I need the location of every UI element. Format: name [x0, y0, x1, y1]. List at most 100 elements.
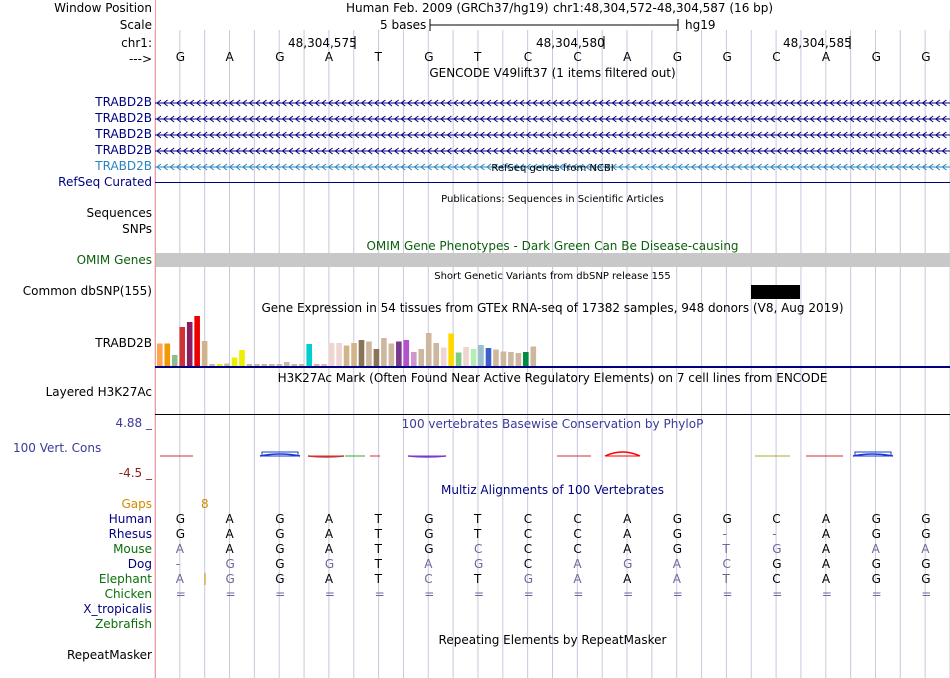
gtex-bar	[171, 355, 178, 366]
refseq-curated-label[interactable]: RefSeq Curated	[58, 175, 152, 189]
alignment-base: =	[573, 587, 584, 601]
alignment-base: G	[275, 527, 285, 541]
alignment-base: G	[921, 527, 931, 541]
alignment-base: C	[523, 527, 533, 541]
gtex-bar	[283, 362, 290, 366]
alignment-base: A	[821, 572, 831, 586]
alignment-base: G	[324, 557, 335, 571]
publications-label[interactable]: Sequences	[86, 206, 152, 220]
alignment-base: A	[623, 512, 632, 526]
gtex-bar	[321, 364, 327, 366]
gtex-bar	[216, 364, 223, 366]
alignment-base: G	[921, 572, 931, 586]
alignment-base: A	[225, 542, 234, 556]
repeatmasker-label[interactable]: RepeatMasker	[66, 648, 152, 662]
gencode-track-label-4[interactable]: TRABD2B	[95, 143, 152, 157]
alignment-base: G	[722, 512, 732, 526]
strand-arrows	[156, 131, 947, 139]
window-position-label: Window Position	[54, 1, 152, 15]
base-letter: G	[722, 50, 732, 64]
alignment-base: A	[623, 572, 632, 586]
omim-bar	[156, 253, 950, 267]
alignment-base: A	[324, 572, 334, 586]
alignment-base: A	[821, 557, 831, 571]
omim-genes-label[interactable]: OMIM Genes	[76, 253, 152, 267]
alignment-base: =	[523, 587, 534, 601]
gtex-bar	[291, 364, 298, 366]
phylop-min-value: -4.5 _	[118, 466, 152, 480]
base-letter: C	[772, 50, 781, 64]
snps-label[interactable]: SNPs	[122, 222, 152, 236]
base-letter: G	[175, 50, 186, 64]
gtex-bar	[470, 349, 477, 366]
alignment-base: C	[523, 557, 533, 571]
multiz-track-title: Multiz Alignments of 100 Vertebrates	[440, 483, 665, 497]
gtex-bar	[493, 349, 499, 366]
omim-track-title: OMIM Gene Phenotypes - Dark Green Can Be…	[366, 239, 739, 253]
alignment-base: G	[772, 542, 782, 556]
gtex-bar	[500, 351, 507, 366]
alignment-base: T	[722, 572, 730, 586]
base-letter: A	[225, 50, 234, 64]
phylop-track-label[interactable]: 100 Vert. Cons	[13, 441, 102, 455]
alignment-base: =	[623, 587, 634, 601]
phylop-peak	[307, 455, 345, 458]
alignment-base: A	[821, 527, 831, 541]
gtex-track-title: Gene Expression in 54 tissues from GTEx …	[261, 301, 844, 315]
alignment-base: =	[424, 587, 435, 601]
gtex-bar	[239, 350, 245, 366]
phylop-peak	[852, 453, 894, 457]
gtex-bar	[410, 352, 417, 366]
alignment-base: -	[175, 557, 181, 571]
alignment-base: A	[623, 527, 632, 541]
alignment-base: G	[772, 557, 782, 571]
alignment-base: =	[672, 587, 683, 601]
phylop-box	[854, 451, 892, 457]
gencode-track-label-3[interactable]: TRABD2B	[95, 127, 152, 141]
alignment-base: G	[672, 527, 683, 541]
gtex-bar	[328, 343, 335, 366]
alignment-base: =	[772, 587, 783, 601]
phylop-track-title: 100 vertebrates Basewise Conservation by…	[401, 417, 704, 431]
alignment-base: A	[672, 572, 682, 586]
base-letter: G	[275, 50, 285, 64]
alignment-base: A	[324, 542, 334, 556]
alignment-base: G	[424, 527, 434, 541]
alignment-base: C	[573, 527, 582, 541]
dbsnp-variant	[751, 285, 800, 299]
alignment-base: =	[722, 587, 733, 601]
alignment-base: -	[722, 527, 727, 541]
gtex-bar	[418, 349, 425, 366]
gtex-bar	[231, 357, 238, 366]
gencode-track-label-2[interactable]: TRABD2B	[95, 111, 152, 125]
gtex-track-label[interactable]: TRABD2B	[95, 336, 152, 350]
alignment-base: G	[871, 527, 881, 541]
alignment-base: C	[424, 572, 433, 586]
alignment-base: =	[871, 587, 882, 601]
gencode-track-label-1[interactable]: TRABD2B	[95, 95, 152, 109]
gtex-bar	[164, 343, 171, 366]
alignment-base: G	[871, 572, 881, 586]
base-letter: C	[573, 50, 582, 64]
common-dbsnp-label[interactable]: Common dbSNP(155)	[22, 284, 152, 298]
alignment-base: A	[821, 542, 831, 556]
alignment-base: A	[225, 512, 234, 526]
alignment-base: =	[474, 587, 485, 601]
species-label-chicken: Chicken	[104, 587, 152, 601]
alignment-base: T	[474, 527, 482, 541]
species-label-dog: Dog	[127, 557, 152, 571]
gaps-label: Gaps	[121, 497, 152, 511]
assembly-text: Human Feb. 2009 (GRCh37/hg19)	[346, 1, 549, 15]
gtex-bar	[448, 333, 454, 366]
layered-h3k27ac-label[interactable]: Layered H3K27Ac	[45, 385, 152, 399]
alignment-base: G	[871, 557, 881, 571]
alignment-base: G	[275, 557, 285, 571]
gencode-track-label-5[interactable]: TRABD2B	[95, 159, 152, 173]
alignment-base: A	[921, 542, 930, 556]
alignment-base: =	[821, 587, 832, 601]
arrow-label: --->	[128, 52, 152, 66]
base-letter: A	[821, 50, 831, 64]
base-letter: G	[672, 50, 683, 64]
alignment-base: T	[474, 572, 482, 586]
